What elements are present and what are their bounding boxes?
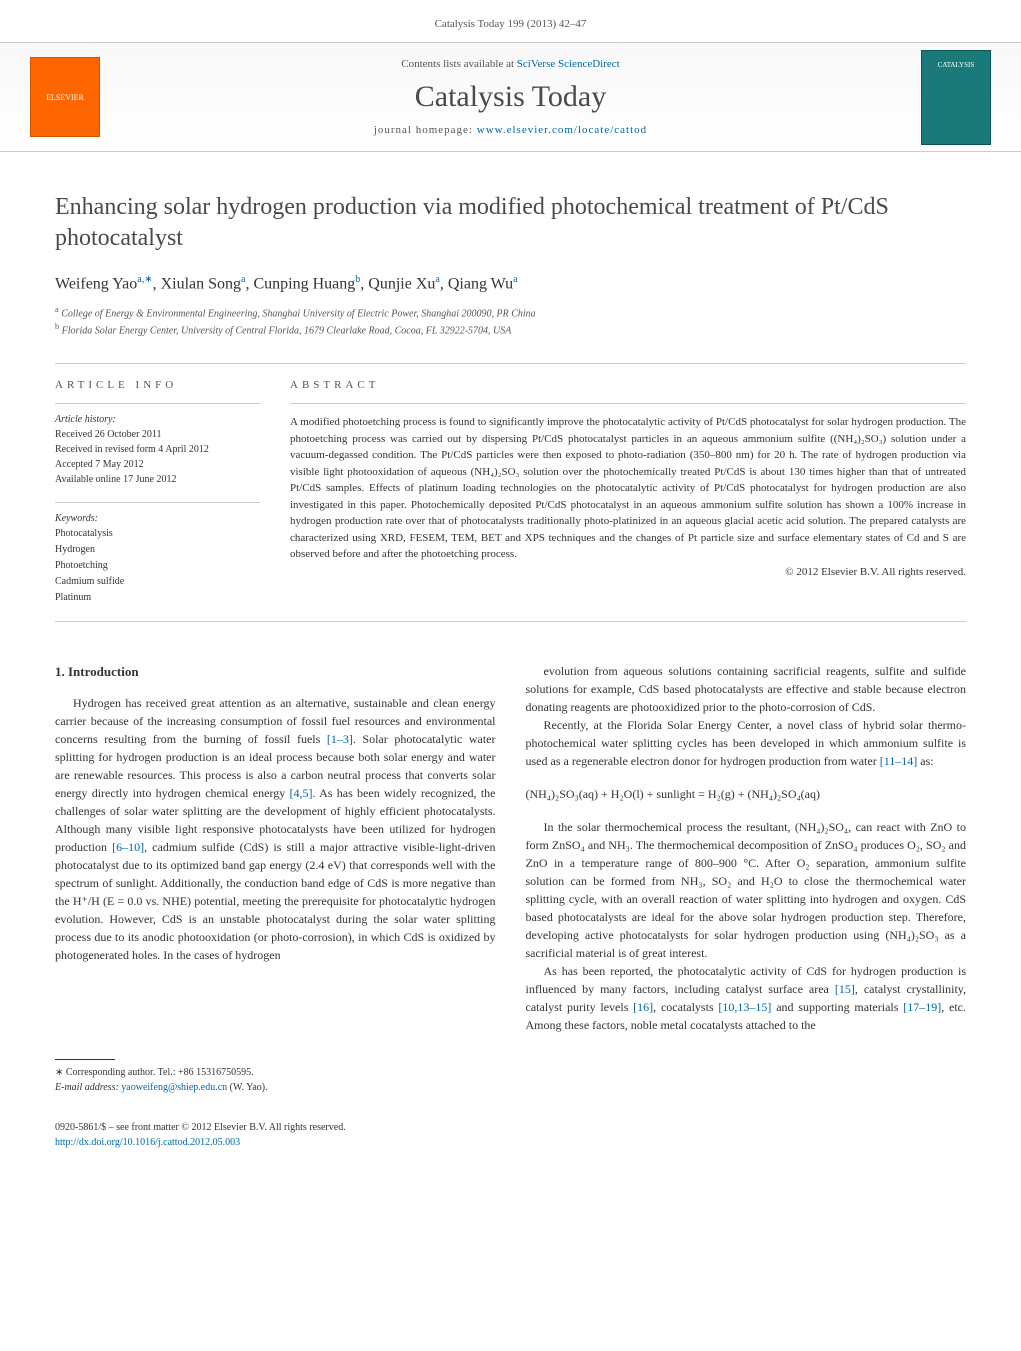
body-para-5: As has been reported, the photocatalytic… <box>526 962 967 1034</box>
email-line: E-mail address: yaoweifeng@shiep.edu.cn … <box>55 1080 966 1095</box>
abstract-rule <box>290 403 966 404</box>
footnote-separator <box>55 1059 115 1060</box>
abstract-heading: abstract <box>290 379 966 391</box>
divider-rule <box>55 363 966 364</box>
corresponding-author-note: ∗ Corresponding author. Tel.: +86 153167… <box>55 1065 966 1080</box>
banner-center: Contents lists available at SciVerse Sci… <box>100 58 921 136</box>
email-label: E-mail address: <box>55 1082 121 1093</box>
title-block: Enhancing solar hydrogen production via … <box>0 152 1021 348</box>
author-5-sup: a <box>513 274 517 285</box>
body-para-1: Hydrogen has received great attention as… <box>55 694 496 964</box>
column-right: evolution from aqueous solutions contain… <box>526 662 967 1034</box>
divider-rule-2 <box>55 621 966 622</box>
header-citation: Catalysis Today 199 (2013) 42–47 <box>0 0 1021 42</box>
journal-banner: ELSEVIER Contents lists available at Sci… <box>0 42 1021 152</box>
body-para-2: evolution from aqueous solutions contain… <box>526 662 967 716</box>
email-link[interactable]: yaoweifeng@shiep.edu.cn <box>121 1082 227 1093</box>
footer: 0920-5861/$ – see front matter © 2012 El… <box>0 1110 1021 1170</box>
footnotes: ∗ Corresponding author. Tel.: +86 153167… <box>0 1065 1021 1110</box>
keywords-list: PhotocatalysisHydrogenPhotoetchingCadmiu… <box>55 526 260 606</box>
info-rule-2 <box>55 502 260 503</box>
article-title: Enhancing solar hydrogen production via … <box>55 192 966 254</box>
elsevier-logo-text: ELSEVIER <box>46 93 84 102</box>
contents-prefix: Contents lists available at <box>401 58 516 70</box>
info-rule <box>55 403 260 404</box>
section-1-heading: 1. Introduction <box>55 662 496 682</box>
author-4: , Qunjie Xu <box>360 276 435 293</box>
info-abstract-row: article info Article history: Received 2… <box>0 379 1021 606</box>
doi-link[interactable]: http://dx.doi.org/10.1016/j.cattod.2012.… <box>55 1137 240 1148</box>
article-history-text: Received 26 October 2011Received in revi… <box>55 427 260 487</box>
footer-line-1: 0920-5861/$ – see front matter © 2012 El… <box>55 1120 966 1135</box>
article-info-block: article info Article history: Received 2… <box>55 379 260 606</box>
author-3: , Cunping Huang <box>246 276 356 293</box>
doi-line: http://dx.doi.org/10.1016/j.cattod.2012.… <box>55 1135 966 1150</box>
keywords-heading: Keywords: <box>55 513 260 524</box>
equation-1: (NH₄)₂SO₃(aq) + H₂O(l) + sunlight = H₂(g… <box>526 785 967 803</box>
affiliation-b-text: Florida Solar Energy Center, University … <box>59 325 511 336</box>
journal-name: Catalysis Today <box>100 80 921 114</box>
elsevier-logo: ELSEVIER <box>30 57 100 137</box>
article-history-heading: Article history: <box>55 414 260 425</box>
abstract-copyright: © 2012 Elsevier B.V. All rights reserved… <box>290 566 966 578</box>
author-2: , Xiulan Song <box>153 276 241 293</box>
affiliation-a-text: College of Energy & Environmental Engine… <box>59 308 536 319</box>
homepage-link[interactable]: www.elsevier.com/locate/cattod <box>477 124 647 136</box>
homepage-line: journal homepage: www.elsevier.com/locat… <box>100 124 921 136</box>
author-1-sup: a,∗ <box>137 274 152 285</box>
body-para-4: In the solar thermochemical process the … <box>526 818 967 962</box>
email-suffix: (W. Yao). <box>227 1082 267 1093</box>
affiliation-a: a College of Energy & Environmental Engi… <box>55 304 966 321</box>
abstract-block: abstract A modified photoetching process… <box>290 379 966 606</box>
cover-text: CATALYSIS <box>938 61 974 69</box>
author-1: Weifeng Yao <box>55 276 137 293</box>
author-list: Weifeng Yaoa,∗, Xiulan Song a , Cunping Hu… <box>55 274 966 293</box>
article-info-heading: article info <box>55 379 260 391</box>
author-5: , Qiang Wu <box>440 276 513 293</box>
abstract-text: A modified photoetching process is found… <box>290 414 966 563</box>
body-columns: 1. Introduction Hydrogen has received gr… <box>0 637 1021 1049</box>
affiliation-b: b Florida Solar Energy Center, Universit… <box>55 321 966 338</box>
contents-lists-line: Contents lists available at SciVerse Sci… <box>100 58 921 70</box>
body-para-3: Recently, at the Florida Solar Energy Ce… <box>526 716 967 770</box>
column-left: 1. Introduction Hydrogen has received gr… <box>55 662 496 1034</box>
affiliations: a College of Energy & Environmental Engi… <box>55 304 966 339</box>
homepage-prefix: journal homepage: <box>374 124 477 136</box>
sciencedirect-link[interactable]: SciVerse ScienceDirect <box>517 58 620 70</box>
journal-cover-thumbnail: CATALYSIS <box>921 50 991 145</box>
